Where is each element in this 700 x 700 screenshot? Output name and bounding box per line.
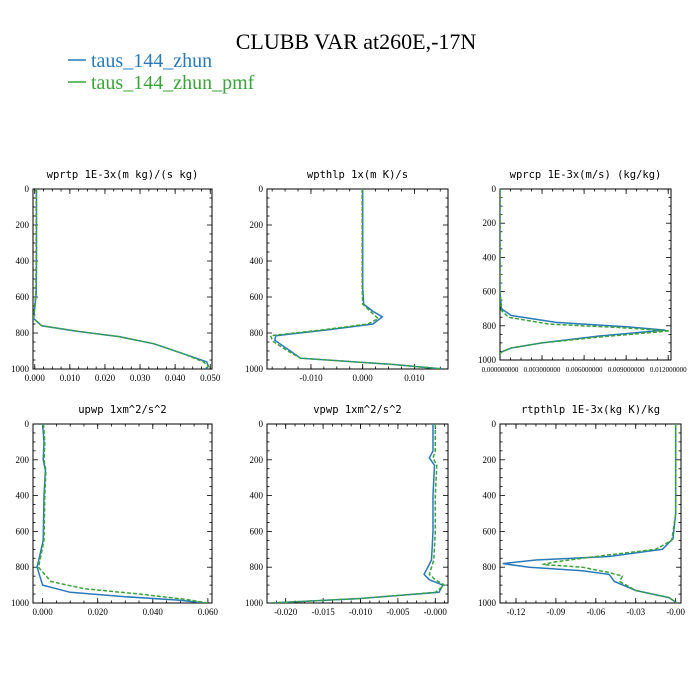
y-tick-label: 800 [483,321,497,331]
x-tick-label: -0.000 [424,607,448,617]
x-tick-label: -0.03 [626,607,645,617]
x-tick-label: 0.009000000 [608,366,645,374]
series-line-taus-144-zhun [502,424,678,603]
plot-frame [32,188,213,370]
series-line-taus-144-zhun-pmf [542,424,678,603]
y-tick-label: 600 [250,526,264,536]
x-tick-label: 0.006000000 [566,366,603,374]
x-tick-label: 0.010 [60,373,81,383]
x-tick-label: 0.060 [198,607,219,617]
y-tick-label: 1000 [11,364,30,374]
y-tick-label: 200 [250,455,264,465]
y-tick-label: 600 [16,526,30,536]
y-tick-label: 0 [259,184,264,194]
y-tick-label: 600 [16,292,30,302]
y-tick-label: 1000 [478,355,497,365]
y-tick-label: 0 [25,184,30,194]
y-tick-label: 400 [483,252,497,262]
x-tick-label: 0.040 [165,373,186,383]
legend-label-taus-144-zhun-pmf: taus_144_zhun_pmf [91,72,255,94]
figure-title: CLUBB VAR at260E,-17N [236,29,477,54]
y-tick-label: 200 [483,455,497,465]
y-tick-label: 400 [483,491,497,501]
panel-rtpthlp: rtpthlp 1E-3x(kg K)/kg02004006008001000-… [478,404,686,617]
x-tick-label: 0.050 [200,373,221,383]
y-tick-label: 1000 [478,598,497,608]
x-tick-label: -0.12 [507,607,526,617]
x-tick-label: -0.00 [666,607,685,617]
x-tick-label: 0.020 [95,373,116,383]
panel-wprtp: wprtp 1E-3x(m kg)/(s kg) 0 200 400 600 800 100… [11,169,221,383]
y-tick-label: 800 [483,562,497,572]
plot-frame [499,188,672,361]
x-tick-label: 0.000 [353,373,374,383]
x-tick-label: -0.010 [349,607,373,617]
panel-title: wpthlp 1x(m K)/s [307,169,408,181]
y-tick-label: 800 [16,328,30,338]
x-tick-label: -0.020 [274,607,298,617]
panel-vpwp: vpwp 1xm^2/s^2 0 200 400 600 800 1000 -0.020 -0.… [245,404,449,617]
series-line-taus-144-zhun [33,189,210,369]
y-tick-label: 0 [492,419,497,429]
x-tick-label: 0.000 [25,373,46,383]
x-tick-label: -0.005 [386,607,410,617]
x-tick-label: -0.010 [299,373,323,383]
y-tick-label: 200 [16,220,30,230]
plot-frame [499,423,682,604]
y-tick-label: 400 [16,256,30,266]
y-tick-label: 400 [250,491,264,501]
y-tick-label: 800 [250,328,264,338]
y-tick-label: 200 [250,220,264,230]
plot-frame [32,423,213,604]
panel-title: rtpthlp 1E-3x(kg K)/kg [521,404,660,416]
series-line-taus-144-zhun [273,189,443,369]
y-tick-label: 0 [259,419,264,429]
panel-title: wprcp 1E-3x(m/s) (kg/kg) [510,169,662,181]
x-tick-label: 0.040 [143,607,164,617]
plot-frame [266,188,449,370]
x-tick-label: 0.020 [88,607,109,617]
series-line-taus-144-zhun-pmf [33,189,210,369]
y-tick-label: 1000 [245,364,264,374]
x-tick-label: 0.000000000 [482,366,519,374]
y-tick-label: 400 [250,256,264,266]
panel-title: upwp 1xm^2/s^2 [78,404,167,416]
y-tick-label: 0 [25,419,30,429]
panels: wprtp 1E-3x(m kg)/(s kg) 0 200 400 600 800 100… [11,169,687,617]
x-tick-label: 0.012000000 [650,366,687,374]
series-line-taus-144-zhun-pmf [500,189,670,354]
plot-frame [266,423,449,604]
series-line-taus-144-zhun-pmf [269,189,443,369]
series-line-taus-144-zhun-pmf [37,424,209,603]
x-tick-label: 0.003000000 [524,366,561,374]
y-tick-label: 1000 [245,598,264,608]
y-tick-label: 800 [250,562,264,572]
panel-title: wprtp 1E-3x(m kg)/(s kg) [47,169,199,181]
series-line-taus-144-zhun [36,424,206,603]
panel-title: vpwp 1xm^2/s^2 [313,404,402,416]
y-tick-label: 800 [16,562,30,572]
y-tick-label: 200 [483,218,497,228]
series-line-taus-144-zhun [270,424,444,603]
x-tick-label: -0.06 [586,607,605,617]
legend-label-taus-144-zhun: taus_144_zhun [91,50,212,72]
y-tick-label: 600 [483,526,497,536]
x-tick-label: 0.010 [404,373,425,383]
series-line-taus-144-zhun-pmf [270,424,446,603]
y-tick-label: 1000 [11,598,30,608]
legend: taus_144_zhun taus_144_zhun_pmf [68,50,255,94]
x-tick-label: -0.015 [311,607,335,617]
y-tick-label: 200 [16,455,30,465]
panel-wpthlp: wpthlp 1x(m K)/s 0 200 400 600 800 1000 -0.010 0… [245,169,449,383]
x-tick-label: 0.000 [33,607,54,617]
panel-wprcp: wprcp 1E-3x(m/s) (kg/kg) 0 200 400 600 800 100… [478,169,687,374]
y-tick-label: 600 [250,292,264,302]
y-tick-label: 400 [16,491,30,501]
x-tick-label: 0.030 [130,373,151,383]
y-tick-label: 600 [483,287,497,297]
x-tick-label: -0.09 [547,607,566,617]
y-tick-label: 0 [492,184,497,194]
